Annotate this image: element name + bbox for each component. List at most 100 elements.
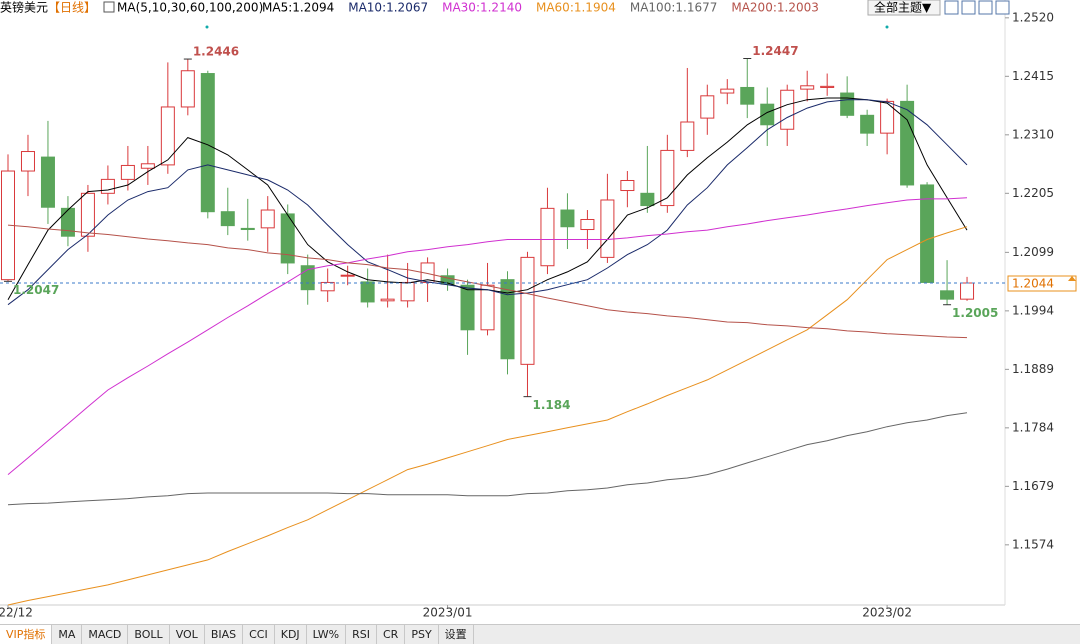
candle-body (120, 164, 135, 180)
indicator-tab[interactable]: LW% (307, 625, 347, 644)
legend-entry: MA200:1.2003 (731, 1, 819, 15)
indicator-tab[interactable]: CR (377, 625, 406, 644)
candle-body (620, 179, 635, 192)
candle-body (740, 86, 755, 105)
ma-line (7, 197, 968, 475)
y-tick-label: 1.2310 (1012, 127, 1054, 141)
candle-body (960, 282, 975, 300)
candle-body (20, 151, 35, 172)
candle-body (60, 207, 75, 237)
y-tick-label: 1.2205 (1012, 186, 1054, 200)
legend-entry: MA5:1.2094 (262, 1, 334, 15)
indicator-tab[interactable]: VOL (170, 625, 205, 644)
candle-body (340, 274, 355, 277)
candle-body (540, 207, 555, 267)
indicator-tab[interactable]: PSY (405, 625, 439, 644)
indicator-tab[interactable]: MACD (82, 625, 129, 644)
indicator: MA(5,10,30,60,100,200) (117, 1, 263, 15)
candle-body (900, 100, 915, 186)
y-tick-label: 1.1784 (1012, 420, 1054, 434)
y-tick-label: 1.1574 (1012, 537, 1054, 551)
tool-icon[interactable] (978, 0, 993, 15)
low-label: 1.2047 (13, 283, 59, 297)
y-tick-label: 1.1994 (1012, 303, 1054, 317)
indicator-icon (103, 1, 115, 13)
legend-entry: MA10:1.2067 (348, 1, 428, 15)
high-label: 1.2447 (752, 44, 798, 58)
tool-icon[interactable] (944, 0, 959, 15)
y-tick-label: 1.2520 (1012, 10, 1054, 24)
marker-dot (885, 25, 889, 29)
candle-body (880, 100, 895, 134)
theme-button-label[interactable]: 全部主题▼ (874, 0, 932, 15)
indicator-tabs: VIP指标 MA MACD BOLL VOL BIAS CCI KDJ LW% RSI CR PSY 设… (0, 624, 1080, 644)
candle-body (320, 281, 335, 292)
low-label: 1.2005 (952, 306, 998, 320)
legend-entry: MA30:1.2140 (442, 1, 522, 15)
candle-body (440, 275, 455, 285)
candle-body (480, 284, 495, 331)
x-tick-label: 2023/01 (423, 606, 473, 620)
candle-body (820, 85, 835, 88)
y-tick-label: 1.1679 (1012, 479, 1054, 493)
candle-body (640, 192, 655, 207)
candle-body (680, 121, 695, 151)
indicator-tab[interactable]: 设置 (439, 625, 474, 644)
candle-body (200, 73, 215, 213)
candle-body (160, 106, 175, 166)
candle-body (940, 290, 955, 300)
indicator-tab[interactable]: CCI (243, 625, 275, 644)
x-tick-label: 2022/12 (0, 606, 33, 620)
candle-body (260, 209, 275, 229)
indicator-tab[interactable]: BIAS (205, 625, 244, 644)
candle-body (720, 88, 735, 94)
indicator-tab[interactable]: BOLL (128, 625, 170, 644)
legend-entry: MA60:1.1904 (536, 1, 616, 15)
low-label: 1.184 (532, 398, 570, 412)
candle-body (600, 199, 615, 258)
x-tick-label: 2023/02 (862, 606, 912, 620)
candle-body (280, 213, 295, 264)
candle-body (380, 298, 395, 302)
candle-body (520, 256, 535, 365)
high-label: 1.2446 (193, 45, 239, 59)
tool-icon[interactable] (961, 0, 976, 15)
candle-body (560, 209, 575, 228)
indicator-tab[interactable]: VIP指标 (0, 625, 53, 644)
last-price-box (1007, 275, 1077, 292)
period: 【日线】 (48, 1, 96, 15)
candle-body (80, 192, 95, 237)
marker-dot (205, 25, 209, 29)
symbol: 英镑美元 (0, 0, 48, 15)
candle-body (220, 211, 235, 227)
indicator-tab[interactable]: KDJ (275, 625, 307, 644)
candle-body (580, 218, 595, 231)
chart: 英镑美元 【日线】 MA(5,10,30,60,100,200) 全部主题▼ 1… (0, 0, 1080, 624)
candle-body (140, 163, 155, 169)
y-tick-label: 1.2415 (1012, 69, 1054, 83)
candle-body (360, 281, 375, 303)
ma-line (7, 99, 968, 306)
candle-body (180, 70, 195, 108)
indicator-tab[interactable]: MA (52, 625, 83, 644)
candle-body (700, 95, 715, 119)
candle-body (40, 156, 55, 208)
indicator-tab[interactable]: RSI (346, 625, 377, 644)
tool-icon[interactable] (995, 0, 1010, 15)
candle-body (460, 284, 475, 331)
ma-line (7, 224, 968, 339)
candle-body (860, 114, 875, 134)
candle-body (840, 92, 855, 116)
background (0, 0, 1080, 624)
candle-body (400, 281, 415, 302)
candle-body (760, 103, 775, 126)
candle-body (500, 279, 515, 360)
y-tick-label: 1.2099 (1012, 245, 1054, 259)
candle-body (780, 89, 795, 130)
theme-button[interactable] (867, 0, 941, 16)
legend-entry: MA100:1.1677 (630, 1, 718, 15)
ma-line (7, 412, 968, 506)
candle-body (240, 227, 255, 231)
last-price-label: 1.2044 (1012, 277, 1054, 291)
